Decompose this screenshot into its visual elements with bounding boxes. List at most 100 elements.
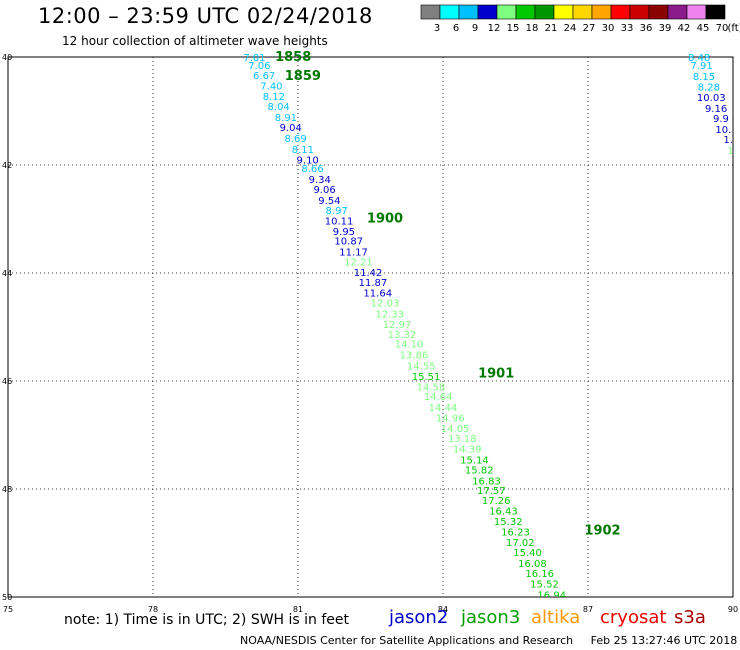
legend-label: 24	[564, 23, 577, 34]
lat-tick-label: 46	[2, 377, 12, 386]
legend-label: 9	[472, 23, 478, 34]
satellite-cryosat: cryosat	[600, 607, 667, 628]
satellite-altika: altika	[531, 607, 581, 628]
time-label: 1901	[478, 366, 514, 381]
swh-value: 14.39	[453, 445, 482, 456]
swh-value: 17.26	[482, 496, 511, 507]
swh-value: 15.40	[513, 548, 542, 559]
swh-value: 7.01	[243, 53, 265, 64]
plot-frame	[7, 56, 734, 598]
graticule-grid	[8, 57, 733, 597]
swh-value: 8.48	[688, 53, 710, 64]
legend-label: 15	[507, 23, 520, 34]
legend-label: 21	[545, 23, 558, 34]
swh-value: 8.66	[301, 164, 323, 175]
swh-value: 14.10	[395, 340, 424, 351]
swh-value: 17.57	[477, 486, 506, 497]
legend-label: 30	[602, 23, 615, 34]
footer-note: note: 1) Time is in UTC; 2) SWH is in fe…	[64, 612, 350, 628]
credit-org: NOAA/NESDIS Center for Satellite Applica…	[240, 634, 574, 647]
legend-label: 12	[488, 23, 501, 34]
page-title: 12:00 – 23:59 UTC 02/24/2018	[38, 4, 373, 28]
swh-value: 14.05	[441, 424, 470, 435]
lat-tick-label: 50	[2, 593, 12, 602]
swh-value: 9.04	[280, 123, 302, 134]
swh-value: 9.16	[705, 104, 727, 115]
swh-value: 16.08	[518, 559, 547, 570]
legend-swatch	[686, 4, 707, 20]
credit-timestamp: Feb 25 13:27:46 UTC 2018	[590, 634, 738, 647]
legend-swatch	[705, 4, 726, 20]
swh-value: 14.44	[429, 403, 458, 414]
swh-value: 10.11	[325, 217, 354, 228]
swh-value: 14.55	[407, 361, 436, 372]
swh-value: 14.96	[436, 414, 465, 425]
swh-value: 15.82	[465, 466, 494, 477]
swh-value: 12.97	[383, 320, 412, 331]
swh-value: 12.21	[344, 258, 373, 269]
legend-label: 42	[678, 23, 691, 34]
satellite-jason3: jason3	[461, 607, 521, 628]
swh-value: 9.95	[333, 227, 355, 238]
time-label: 1858	[275, 50, 311, 65]
swh-value: 8.11	[292, 145, 314, 156]
time-label: 1902	[584, 524, 620, 539]
satellite-jason2: jason2	[389, 607, 449, 628]
swh-value: 1.	[723, 135, 733, 146]
swh-value: 14.58	[417, 382, 446, 393]
legend-swatch	[534, 4, 555, 20]
swh-value: 16.23	[501, 528, 530, 539]
legend-swatch	[477, 4, 498, 20]
swh-value: 9.9	[713, 114, 729, 125]
swh-value: 15.52	[530, 580, 559, 591]
axis-tick-labels: 75 78 81 84 87 90 40 42 44 46 48 50	[2, 53, 738, 614]
swh-value: 12.03	[371, 299, 400, 310]
legend-swatch	[496, 4, 517, 20]
legend-label: 33	[621, 23, 634, 34]
swh-value: 11.42	[354, 268, 383, 279]
time-label: 1859	[285, 69, 321, 84]
swh-value: 10.87	[334, 237, 363, 248]
legend-swatch	[572, 4, 593, 20]
swh-value: 7.06	[248, 61, 270, 72]
swh-value: 15.51	[412, 372, 441, 383]
legend-label: 3	[434, 23, 440, 34]
time-label: 1900	[367, 211, 403, 226]
lon-tick-label: 87	[583, 605, 593, 614]
lat-tick-label: 42	[2, 161, 12, 170]
swh-value: 9.54	[318, 196, 340, 207]
swh-value: 8.97	[326, 206, 348, 217]
legend-label: 18	[526, 23, 539, 34]
swh-value: 9.34	[309, 175, 331, 186]
swh-value: 16.94	[537, 590, 566, 601]
swh-value: 16.83	[472, 476, 501, 487]
swh-value: 8.04	[268, 102, 290, 113]
swh-value: 14.64	[424, 392, 453, 403]
lat-tick-label: 44	[2, 269, 12, 278]
swh-value: 8.91	[275, 113, 297, 124]
swh-value: 6.67	[253, 71, 275, 82]
satellite-s3a: s3a	[674, 607, 706, 628]
lon-tick-label: 78	[148, 605, 158, 614]
legend-swatch	[667, 4, 688, 20]
swh-value: 8.15	[693, 72, 715, 83]
swh-value: 9.06	[313, 185, 335, 196]
legend-label: 70	[716, 23, 729, 34]
swh-value: 11.87	[359, 278, 388, 289]
page-subtitle: 12 hour collection of altimeter wave hei…	[62, 34, 328, 48]
swh-value: 13.86	[400, 351, 429, 362]
swh-value: 8.69	[284, 134, 306, 145]
legend-swatch	[648, 4, 669, 20]
swh-value: 10.	[715, 125, 731, 136]
swh-value: 16.16	[525, 569, 554, 580]
lon-tick-label: 81	[293, 605, 303, 614]
footer-credit: NOAA/NESDIS Center for Satellite Applica…	[240, 634, 737, 647]
legend-swatch	[439, 4, 460, 20]
swh-value: 8.28	[698, 83, 720, 94]
swh-value: 16.43	[489, 507, 518, 518]
lon-tick-label: 75	[3, 605, 13, 614]
satellite-tracks: 7.017.066.677.408.128.048.919.048.698.11…	[243, 53, 733, 601]
swh-value: 13.18	[448, 434, 477, 445]
